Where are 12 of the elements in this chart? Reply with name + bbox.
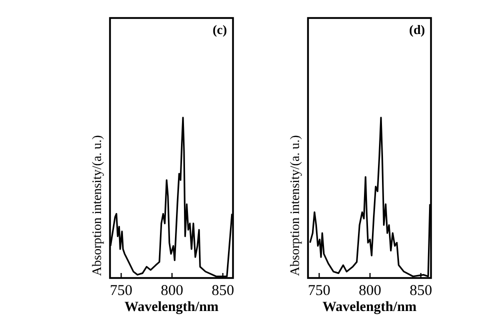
x-tick-label: 750 [308, 283, 330, 299]
x-axis-title: Wavelength/nm [124, 300, 219, 315]
x-axis-title: Wavelength/nm [322, 300, 417, 315]
x-tick-label: 800 [358, 283, 382, 299]
y-axis-title: Absorption intensity/(a. u.) [89, 135, 104, 276]
x-tick-label: 750 [110, 283, 132, 299]
text: (c) [212, 22, 227, 37]
x-tick-label: 800 [160, 283, 184, 299]
y-axis-title: Absorption intensity/(a. u.) [287, 135, 302, 276]
text: (d) [409, 22, 425, 37]
x-tick-label: 850 [212, 283, 234, 299]
x-tick-label: 850 [410, 283, 432, 299]
